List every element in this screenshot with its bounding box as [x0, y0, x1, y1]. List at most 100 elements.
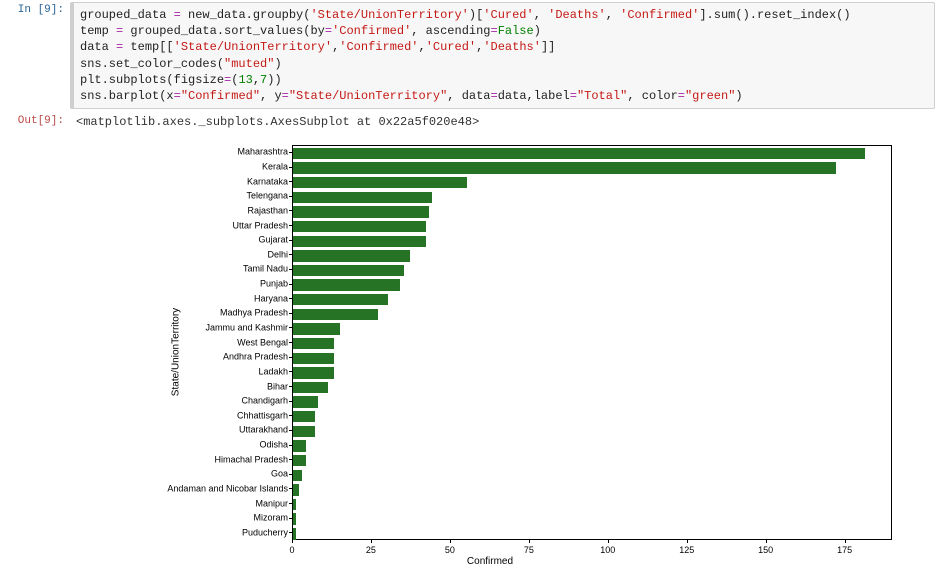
y-tick-label: Andhra Pradesh [223, 353, 288, 362]
output-row: Out[9]: <matplotlib.axes._subplots.AxesS… [0, 111, 943, 133]
y-tick [289, 240, 292, 241]
y-tick-label: Uttarakhand [239, 426, 288, 435]
y-tick-label: Kerala [262, 163, 288, 172]
input-row: In [9]: grouped_data = new_data.groupby(… [0, 0, 943, 111]
y-tick-label: Ladakh [258, 367, 288, 376]
y-tick-label: Madhya Pradesh [220, 309, 288, 318]
x-tick-label: 125 [679, 545, 694, 555]
bar [293, 192, 432, 203]
y-tick [289, 503, 292, 504]
y-tick-label: Chhattisgarh [237, 411, 288, 420]
bar [293, 148, 865, 159]
code-input[interactable]: grouped_data = new_data.groupby('State/U… [70, 2, 935, 109]
bar [293, 499, 296, 510]
y-tick [289, 225, 292, 226]
y-tick-label: Manipur [255, 499, 288, 508]
y-tick-label: Haryana [254, 294, 288, 303]
bar [293, 353, 334, 364]
bar [293, 367, 334, 378]
bar [293, 382, 328, 393]
y-tick-label: Tamil Nadu [243, 265, 288, 274]
bar [293, 206, 429, 217]
y-tick-label: Uttar Pradesh [232, 221, 288, 230]
y-tick-label: Goa [271, 470, 288, 479]
bar [293, 455, 306, 466]
y-tick [289, 474, 292, 475]
bar [293, 323, 340, 334]
x-tick-label: 150 [758, 545, 773, 555]
bar [293, 221, 426, 232]
bar [293, 250, 410, 261]
bar [293, 162, 836, 173]
y-tick-label: Punjab [260, 280, 288, 289]
y-tick [289, 386, 292, 387]
bar [293, 338, 334, 349]
bar [293, 411, 315, 422]
y-tick [289, 445, 292, 446]
x-tick-label: 100 [600, 545, 615, 555]
y-tick [289, 327, 292, 328]
y-tick [289, 254, 292, 255]
y-tick [289, 459, 292, 460]
bar [293, 396, 318, 407]
y-tick-label: Delhi [267, 250, 288, 259]
y-tick-label: Jammu and Kashmir [205, 323, 288, 332]
y-axis-label: State/UnionTerritory [171, 308, 182, 396]
y-tick [289, 269, 292, 270]
y-tick-label: Rajasthan [247, 206, 288, 215]
x-tick-label: 75 [524, 545, 534, 555]
y-tick [289, 196, 292, 197]
y-tick-label: Odisha [259, 441, 288, 450]
bar [293, 513, 296, 524]
y-tick-label: Chandigarh [241, 397, 288, 406]
bar [293, 528, 296, 539]
x-tick-label: 0 [289, 545, 294, 555]
y-tick-label: West Bengal [237, 338, 288, 347]
bar [293, 294, 388, 305]
y-tick [289, 152, 292, 153]
y-tick-label: Gujarat [258, 236, 288, 245]
output-text: <matplotlib.axes._subplots.AxesSubplot a… [70, 111, 943, 133]
bar [293, 426, 315, 437]
y-tick [289, 210, 292, 211]
bar [293, 440, 306, 451]
output-prompt: Out[9]: [0, 111, 70, 133]
y-tick [289, 284, 292, 285]
y-tick-label: Maharashtra [237, 148, 288, 157]
y-tick-label: Telengana [246, 192, 288, 201]
y-tick-label: Bihar [267, 382, 288, 391]
bar [293, 279, 400, 290]
y-tick [289, 181, 292, 182]
x-tick-label: 25 [366, 545, 376, 555]
bar [293, 265, 404, 276]
y-tick-label: Mizoram [253, 514, 288, 523]
y-tick [289, 313, 292, 314]
bar [293, 309, 378, 320]
y-tick [289, 415, 292, 416]
input-prompt: In [9]: [0, 0, 70, 111]
plot-area [292, 145, 892, 540]
y-tick [289, 430, 292, 431]
y-tick-label: Andaman and Nicobar Islands [167, 484, 288, 493]
y-tick [289, 167, 292, 168]
y-tick-label: Puducherry [242, 528, 288, 537]
bar [293, 484, 299, 495]
notebook-cell: In [9]: grouped_data = new_data.groupby(… [0, 0, 943, 575]
y-tick-label: Karnataka [247, 177, 288, 186]
bar [293, 177, 467, 188]
y-tick [289, 342, 292, 343]
y-tick [289, 488, 292, 489]
bar [293, 236, 426, 247]
x-tick-label: 50 [445, 545, 455, 555]
y-tick [289, 371, 292, 372]
chart-output: State/UnionTerritory Confirmed Maharasht… [0, 133, 943, 575]
x-tick-label: 175 [837, 545, 852, 555]
y-tick-label: Himachal Pradesh [214, 455, 288, 464]
y-tick [289, 357, 292, 358]
x-axis-label: Confirmed [467, 556, 513, 567]
y-tick [289, 401, 292, 402]
y-tick [289, 518, 292, 519]
bar [293, 470, 302, 481]
y-tick [289, 298, 292, 299]
y-tick [289, 532, 292, 533]
